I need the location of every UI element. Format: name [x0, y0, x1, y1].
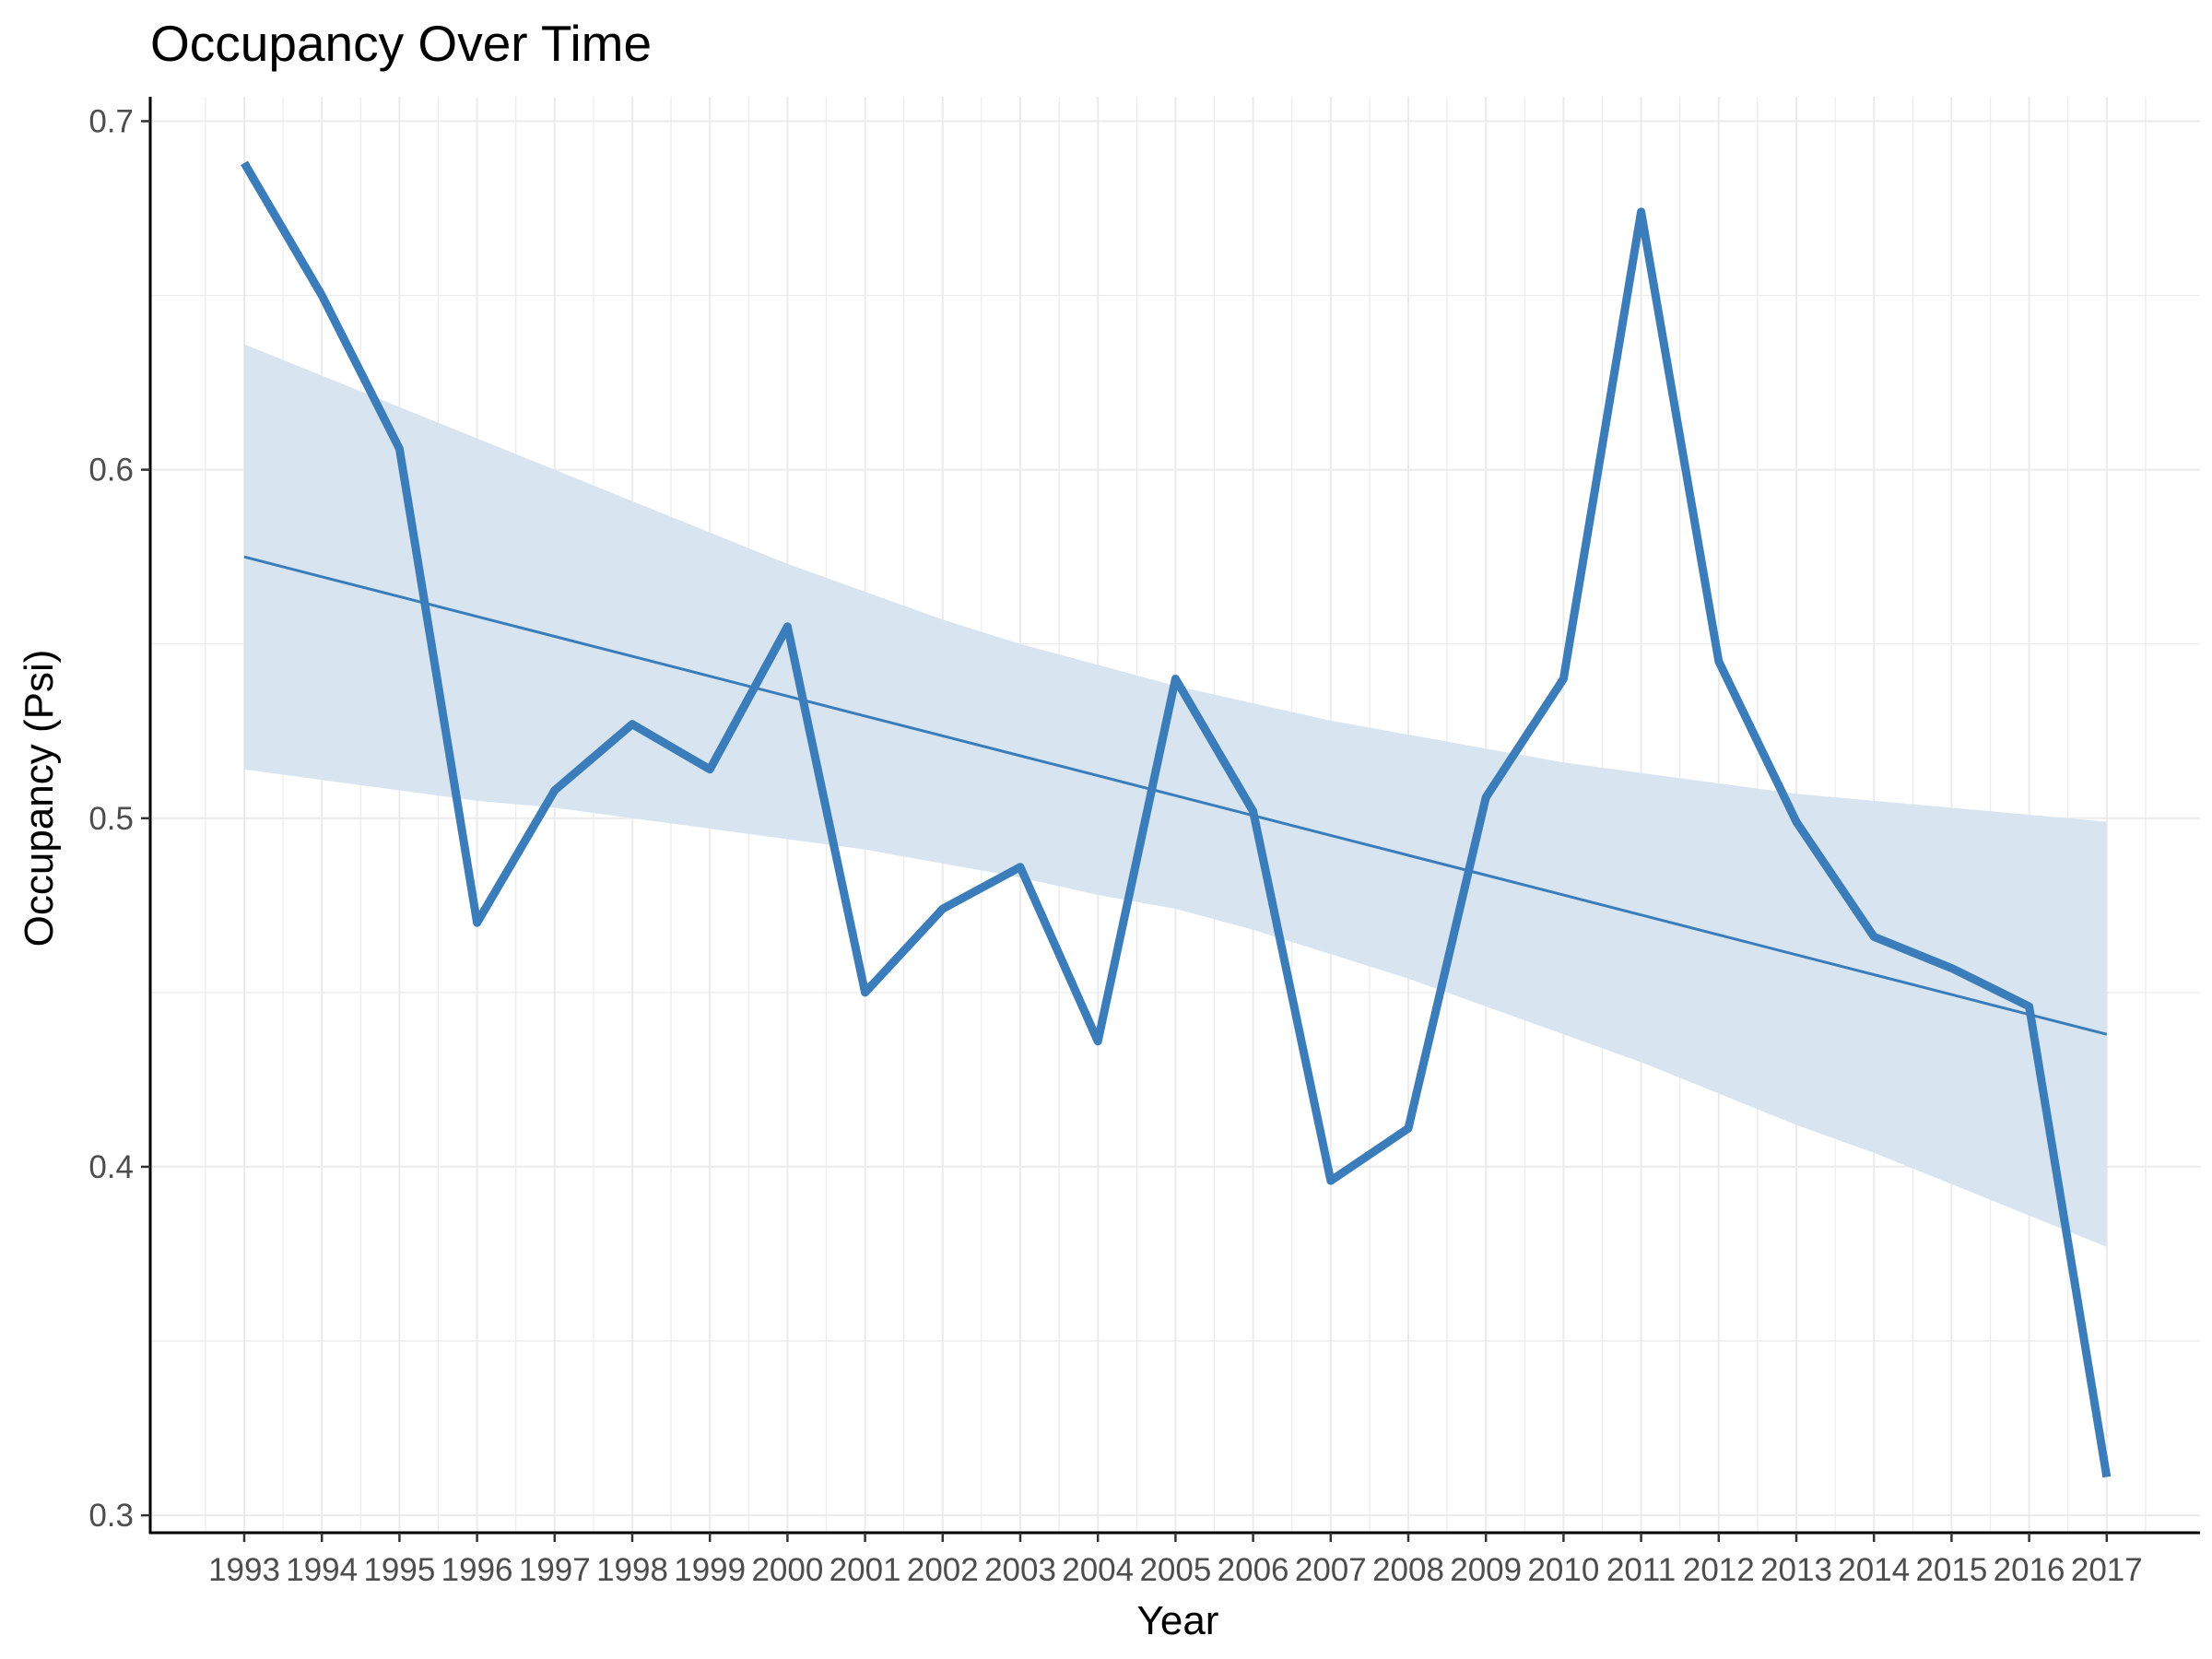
x-tick-label: 1999 — [674, 1552, 746, 1588]
x-tick-label: 2009 — [1450, 1552, 1522, 1588]
x-tick-label: 2017 — [2071, 1552, 2143, 1588]
y-tick-label: 0.7 — [88, 103, 134, 139]
series-line-occupancy — [241, 160, 2112, 1478]
x-tick-label: 1993 — [208, 1552, 280, 1588]
x-tick-label: 2000 — [751, 1552, 823, 1588]
y-tick-label: 0.5 — [88, 801, 134, 837]
x-tick-label: 1996 — [441, 1552, 513, 1588]
x-tick-label: 2016 — [1994, 1552, 2065, 1588]
x-tick-label: 2007 — [1295, 1552, 1367, 1588]
trend-line — [243, 555, 2108, 1036]
x-tick-label: 2012 — [1683, 1552, 1755, 1588]
x-tick-label: 2005 — [1139, 1552, 1211, 1588]
x-tick-label: 2015 — [1915, 1552, 1987, 1588]
x-tick-label: 1998 — [596, 1552, 668, 1588]
y-tick-label: 0.4 — [88, 1149, 134, 1185]
x-tick-label: 1995 — [363, 1552, 435, 1588]
chart-title: Occupancy Over Time — [150, 15, 652, 72]
x-tick-label: 1997 — [519, 1552, 591, 1588]
x-tick-label: 2008 — [1372, 1552, 1444, 1588]
x-tick-label: 2006 — [1218, 1552, 1289, 1588]
y-axis-ticks: 0.3 0.4 0.5 0.6 0.7 — [88, 103, 150, 1534]
x-axis-ticks: 1993 1994 1995 1996 1997 1998 1999 2000 2001 2002… — [208, 1533, 2143, 1588]
x-tick-label: 2014 — [1838, 1552, 1910, 1588]
x-axis-title: Year — [1137, 1598, 1219, 1643]
x-tick-label: 2013 — [1760, 1552, 1832, 1588]
y-tick-label: 0.3 — [88, 1498, 134, 1534]
x-tick-label: 2010 — [1527, 1552, 1599, 1588]
x-tick-label: 2011 — [1606, 1552, 1676, 1588]
x-tick-label: 2003 — [984, 1552, 1056, 1588]
x-tick-label: 2001 — [830, 1552, 901, 1588]
x-tick-label: 1994 — [286, 1552, 358, 1588]
x-tick-label: 2002 — [907, 1552, 979, 1588]
x-tick-label: 2004 — [1062, 1552, 1134, 1588]
y-tick-label: 0.6 — [88, 453, 134, 488]
y-axis-title: Occupancy (Psi) — [17, 650, 62, 947]
